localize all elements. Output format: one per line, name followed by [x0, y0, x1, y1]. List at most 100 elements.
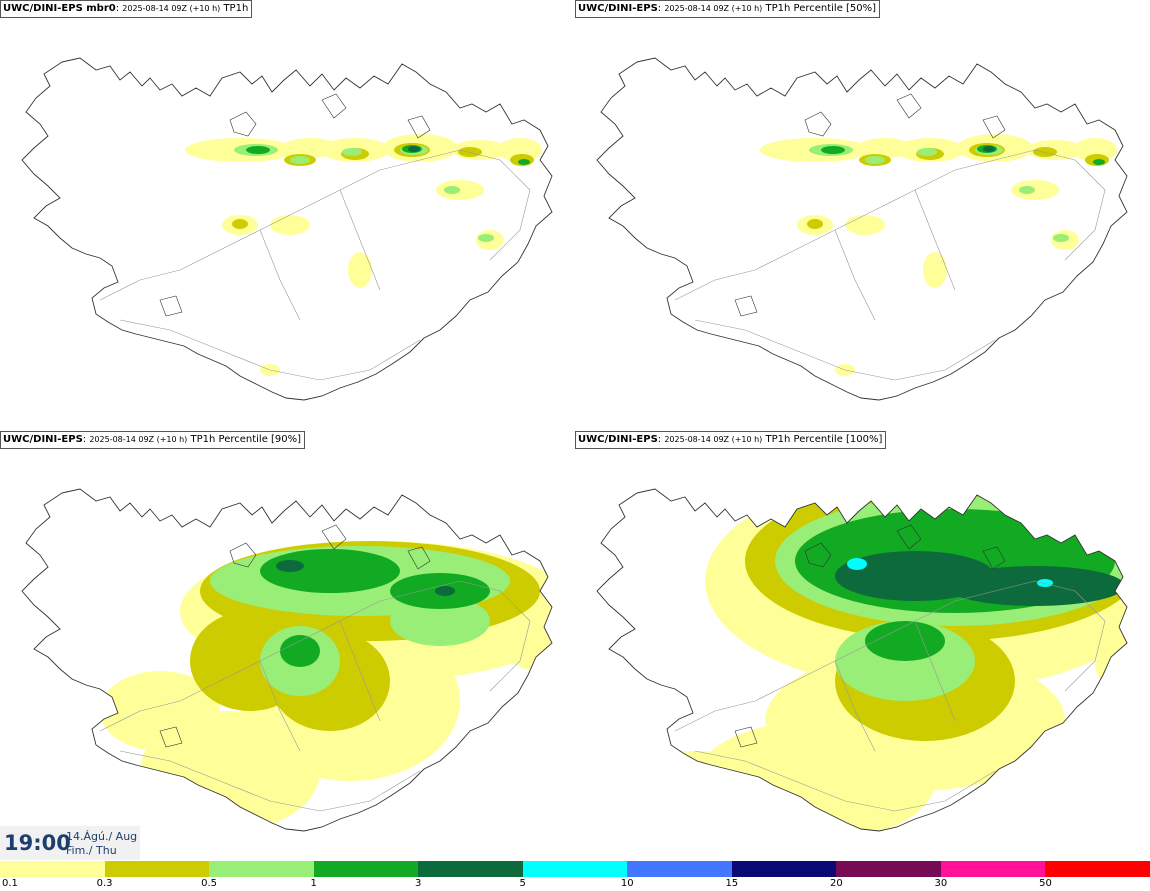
model-name: UWC/DINI-EPS mbr0 — [3, 3, 116, 14]
legend-tick-label: 0.3 — [96, 878, 113, 889]
legend-bin — [313, 861, 419, 877]
panel-title: UWC/DINI-EPS: 2025-08-14 09Z (+10 h) TP1… — [575, 431, 887, 449]
map-panel-mbr0: UWC/DINI-EPS mbr0: 2025-08-14 09Z (+10 h… — [0, 0, 575, 431]
precip-area — [847, 558, 867, 570]
legend-bin — [731, 861, 837, 877]
precip-area — [1073, 138, 1117, 162]
precip-area — [280, 635, 320, 667]
lake-outline — [982, 115, 1006, 139]
precip-layer — [100, 541, 552, 831]
lake-outline — [804, 111, 832, 137]
precip-area — [923, 252, 947, 288]
precip-area — [348, 252, 372, 288]
road-line — [674, 149, 1106, 301]
precip-area — [1033, 147, 1057, 157]
model-name: UWC/DINI-EPS — [578, 3, 658, 14]
precip-map — [21, 488, 553, 832]
lake-outline — [321, 93, 347, 119]
valid-date: 14.Ágú./ Aug Fim./ Thu — [66, 830, 137, 858]
valid-hour: 19:00 — [4, 831, 71, 855]
legend-tick-label: 0.5 — [201, 878, 218, 889]
precip-area — [983, 146, 995, 152]
precip-area — [408, 146, 420, 152]
field-name: TP1h Percentile [50%] — [765, 3, 877, 14]
lake-outline — [982, 546, 1006, 570]
model-name: UWC/DINI-EPS — [578, 434, 658, 445]
precip-map — [596, 488, 1128, 832]
valid-day-line: Fim./ Thu — [66, 844, 117, 857]
precip-area — [276, 560, 304, 572]
lake-outline — [896, 524, 922, 550]
precip-area — [605, 751, 785, 831]
road-line — [259, 660, 301, 752]
precip-area — [1093, 159, 1105, 165]
precip-area — [444, 186, 460, 194]
precip-area — [865, 621, 945, 661]
precip-area — [945, 566, 1125, 606]
valid-date-line: 14.Ágú./ Aug — [66, 830, 138, 843]
precip-area — [478, 234, 494, 242]
precip-area — [1037, 579, 1053, 587]
road-line — [339, 620, 381, 722]
legend-tick-label: 20 — [829, 878, 843, 889]
legend-bin — [627, 861, 732, 877]
panel-title: UWC/DINI-EPS: 2025-08-14 09Z (+10 h) TP1… — [0, 431, 306, 449]
map-panel-p90: UWC/DINI-EPS: 2025-08-14 09Z (+10 h) TP1… — [0, 431, 575, 862]
legend-bins — [0, 861, 1150, 877]
precip-legend: 0.1 0.3 0.5 1 3 5 10 15 20 30 50 — [0, 861, 1150, 891]
panel-title: UWC/DINI-EPS: 2025-08-14 09Z (+10 h) TP1… — [575, 0, 881, 18]
lake-outline — [229, 111, 257, 137]
legend-bin — [0, 861, 105, 877]
legend-tick-label: 3 — [414, 878, 422, 889]
lake-outline — [159, 726, 183, 748]
legend-tick-label: 1 — [310, 878, 317, 889]
precip-area — [845, 215, 885, 235]
lake-outline — [896, 93, 922, 119]
legend-bin — [209, 861, 314, 877]
precip-area — [500, 611, 552, 671]
lake-outline — [407, 115, 431, 139]
legend-bin — [940, 861, 1046, 877]
precip-area — [390, 596, 490, 646]
map-panel-p50: UWC/DINI-EPS: 2025-08-14 09Z (+10 h) TP1… — [575, 0, 1150, 431]
road-line — [259, 229, 301, 321]
precip-area — [1019, 186, 1035, 194]
road-line — [339, 189, 381, 291]
coastline — [21, 57, 553, 401]
road-line — [99, 580, 531, 732]
legend-tick-label: 15 — [725, 878, 739, 889]
model-name: UWC/DINI-EPS — [3, 434, 83, 445]
legend-tick-label: 50 — [1039, 878, 1052, 889]
lake-outline — [804, 542, 832, 568]
precip-area — [695, 721, 935, 831]
precip-area — [498, 138, 542, 162]
precip-area — [260, 549, 400, 593]
precip-area — [1053, 234, 1069, 242]
precip-map — [596, 57, 1128, 401]
road-line — [119, 319, 421, 381]
precip-area — [342, 148, 362, 156]
legend-bin — [1045, 861, 1150, 877]
precip-area — [100, 671, 220, 751]
legend-tick-label: 5 — [519, 878, 526, 889]
precip-area — [270, 215, 310, 235]
road-line — [834, 660, 876, 752]
precip-area — [435, 586, 455, 596]
precip-layer — [760, 134, 1117, 376]
field-name: TP1h Percentile [100%] — [765, 434, 883, 445]
run-time: 2025-08-14 09Z (+10 h) — [664, 435, 763, 444]
precip-area — [917, 148, 937, 156]
road-line — [914, 620, 956, 722]
precip-area — [458, 147, 482, 157]
legend-bin — [836, 861, 941, 877]
run-time: 2025-08-14 09Z (+10 h) — [664, 4, 763, 13]
precip-area — [821, 146, 845, 154]
road-line — [694, 319, 996, 381]
legend-tick-label: 0.1 — [2, 878, 18, 889]
precip-area — [807, 219, 823, 229]
legend-bin — [418, 861, 523, 877]
lake-outline — [159, 295, 183, 317]
legend-bin — [104, 861, 210, 877]
map-panel-p100: UWC/DINI-EPS: 2025-08-14 09Z (+10 h) TP1… — [575, 431, 1150, 862]
precip-layer — [605, 489, 1127, 831]
